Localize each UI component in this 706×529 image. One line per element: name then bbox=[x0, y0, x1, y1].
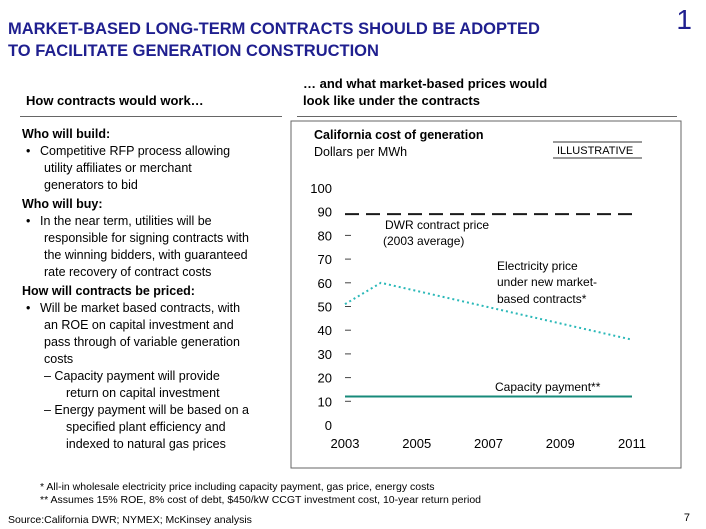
who-will-build-question: Who will build: bbox=[22, 127, 111, 141]
slide-number: 1 bbox=[676, 4, 692, 35]
y-tick-label: 0 bbox=[325, 418, 332, 433]
y-tick-label: 60 bbox=[318, 276, 332, 291]
y-tick-label: 20 bbox=[318, 371, 332, 386]
x-axis: 2003 2005 2007 2009 2011 bbox=[331, 436, 646, 451]
right-heading-line-1: … and what market-based prices would bbox=[303, 76, 548, 91]
y-tick-label: 30 bbox=[318, 347, 332, 362]
bullet-line: an ROE on capital investment and bbox=[44, 318, 234, 332]
annotation-dwr-2: (2003 average) bbox=[383, 234, 464, 248]
right-heading-line-2: look like under the contracts bbox=[303, 93, 480, 108]
footnote-2: ** Assumes 15% ROE, 8% cost of debt, $45… bbox=[40, 494, 481, 506]
pricing-bullet: • Will be market based contracts, with a… bbox=[22, 300, 284, 453]
bullet-line: generators to bid bbox=[44, 178, 138, 192]
sub-bullet-line: return on capital investment bbox=[66, 386, 220, 400]
y-tick-label: 100 bbox=[310, 181, 332, 196]
contract-details: Who will build: • Competitive RFP proces… bbox=[22, 126, 284, 453]
bullet-line: Will be market based contracts, with bbox=[40, 301, 241, 315]
left-column-heading: How contracts would work… bbox=[26, 93, 204, 108]
slide-title: MARKET-BASED LONG-TERM CONTRACTS SHOULD … bbox=[8, 18, 648, 62]
who-will-build-bullet: • Competitive RFP process allowing utili… bbox=[22, 143, 284, 194]
sub-bullet-line: specified plant efficiency and bbox=[66, 420, 226, 434]
annotation-capacity: Capacity payment** bbox=[495, 380, 601, 394]
generation-cost-chart: California cost of generation Dollars pe… bbox=[290, 120, 682, 469]
bullet-dot: • bbox=[26, 214, 31, 228]
bullet-line: pass through of variable generation bbox=[44, 335, 240, 349]
annotation-elec-2: under new market- bbox=[497, 275, 597, 289]
x-tick-label: 2007 bbox=[474, 436, 503, 451]
y-tick-label: 70 bbox=[318, 252, 332, 267]
bullet-line: responsible for signing contracts with bbox=[44, 231, 249, 245]
annotation-elec-3: based contracts* bbox=[497, 292, 587, 306]
bullet-line: utility affiliates or merchant bbox=[44, 161, 192, 175]
chart-subtitle: Dollars per MWh bbox=[314, 145, 407, 159]
bullet-line: the winning bidders, with guaranteed bbox=[44, 248, 248, 262]
bullet-dot: • bbox=[26, 144, 31, 158]
footnotes: * All-in wholesale electricity price inc… bbox=[40, 481, 481, 507]
y-tick-label: 80 bbox=[318, 228, 332, 243]
series-layer bbox=[344, 213, 633, 398]
sub-bullet-line: indexed to natural gas prices bbox=[66, 437, 226, 451]
sub-bullet-line: – Capacity payment will provide bbox=[44, 369, 220, 383]
x-tick-label: 2005 bbox=[402, 436, 431, 451]
who-will-buy-question: Who will buy: bbox=[22, 197, 103, 211]
chart-frame bbox=[290, 120, 682, 469]
y-axis: 0 10 20 30 40 50 60 70 80 90 100 bbox=[310, 181, 351, 433]
series-line-dotted bbox=[344, 281, 633, 341]
who-will-buy-bullet: • In the near term, utilities will be re… bbox=[22, 213, 284, 281]
annotation-dwr-1: DWR contract price bbox=[385, 218, 489, 232]
title-line-1: MARKET-BASED LONG-TERM CONTRACTS SHOULD … bbox=[8, 20, 540, 38]
left-divider bbox=[20, 116, 282, 117]
illustrative-badge: ILLUSTRATIVE bbox=[557, 145, 633, 157]
x-tick-label: 2011 bbox=[618, 436, 646, 451]
pricing-question: How will contracts be priced: bbox=[22, 284, 195, 298]
right-column-heading: … and what market-based prices would loo… bbox=[303, 75, 603, 109]
bullet-line: In the near term, utilities will be bbox=[40, 214, 212, 228]
y-tick-label: 90 bbox=[318, 205, 332, 220]
title-line-2: TO FACILITATE GENERATION CONSTRUCTION bbox=[8, 42, 379, 60]
right-divider bbox=[297, 116, 677, 117]
footnote-1: * All-in wholesale electricity price inc… bbox=[40, 481, 435, 493]
sub-bullet-line: – Energy payment will be based on a bbox=[44, 403, 249, 417]
y-tick-label: 40 bbox=[318, 323, 332, 338]
source-note: Source:California DWR; NYMEX; McKinsey a… bbox=[8, 514, 252, 526]
bullet-line: costs bbox=[44, 352, 74, 366]
bullet-line: Competitive RFP process allowing bbox=[40, 144, 231, 158]
y-tick-label: 50 bbox=[318, 300, 332, 315]
page-number: 7 bbox=[683, 512, 690, 524]
x-tick-label: 2003 bbox=[331, 436, 360, 451]
bullet-dot: • bbox=[26, 301, 31, 315]
annotation-elec-1: Electricity price bbox=[497, 259, 578, 273]
x-tick-label: 2009 bbox=[546, 436, 575, 451]
y-tick-label: 10 bbox=[318, 394, 332, 409]
chart-title: California cost of generation bbox=[314, 128, 483, 142]
bullet-line: rate recovery of contract costs bbox=[44, 265, 212, 279]
